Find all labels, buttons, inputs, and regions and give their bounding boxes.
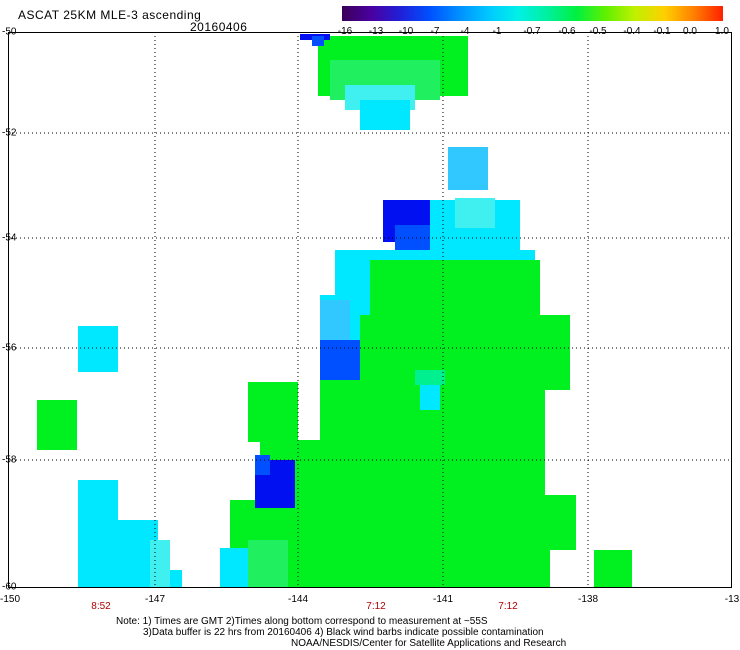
longitude-label: -138 xyxy=(577,594,599,605)
wind-cell xyxy=(37,400,77,450)
wind-cell xyxy=(150,540,170,588)
wind-cells xyxy=(37,34,632,588)
time-label: 7:12 xyxy=(498,601,518,612)
wind-cell xyxy=(255,455,270,475)
colorbar-tick-label: -10 xyxy=(398,26,414,37)
colorbar xyxy=(342,6,723,21)
note-line-1: Note: 1) Times are GMT 2)Times along bot… xyxy=(116,616,488,627)
colorbar-tick-label: -16 xyxy=(337,26,353,37)
wind-cell xyxy=(78,480,118,588)
colorbar-tick-label: 1.0 xyxy=(715,26,729,37)
wind-cell xyxy=(320,300,350,340)
wind-cell xyxy=(455,198,495,228)
swath-map xyxy=(8,32,732,588)
colorbar-tick-label: 0.0 xyxy=(683,26,697,37)
time-label: 7:12 xyxy=(366,601,386,612)
longitude-label: -141 xyxy=(432,594,454,605)
longitude-label: -13 xyxy=(724,594,740,605)
map-title: ASCAT 25KM MLE-3 ascending xyxy=(18,8,202,22)
colorbar-tick-label: -0.7 xyxy=(523,26,541,37)
colorbar-tick-label: -0.1 xyxy=(653,26,671,37)
wind-cell xyxy=(415,370,445,385)
gridlines xyxy=(8,32,732,588)
colorbar-tick-label: -0.4 xyxy=(623,26,641,37)
wind-cell xyxy=(448,147,488,190)
wind-cell xyxy=(248,540,288,588)
wind-cell xyxy=(360,315,570,390)
time-label: 8:52 xyxy=(91,601,111,612)
wind-cell xyxy=(170,570,182,588)
latitude-label: -54 xyxy=(2,232,17,244)
latitude-label: -56 xyxy=(2,342,17,354)
wind-cell xyxy=(78,326,118,372)
map-date: 20160406 xyxy=(190,20,248,34)
plot-frame xyxy=(8,32,732,588)
wind-cell xyxy=(360,100,410,130)
wind-cell xyxy=(320,340,360,380)
wind-cell xyxy=(312,36,324,46)
wind-cell xyxy=(220,548,250,588)
longitude-label: -147 xyxy=(144,594,166,605)
latitude-label: -60 xyxy=(2,581,17,593)
wind-cell xyxy=(260,440,545,500)
latitude-label: -50 xyxy=(2,26,17,38)
colorbar-tick-label: -4 xyxy=(460,26,470,37)
latitude-label: -52 xyxy=(2,127,17,139)
wind-cell xyxy=(370,260,540,320)
wind-cell xyxy=(420,380,440,410)
colorbar-tick-label: -0.6 xyxy=(558,26,576,37)
colorbar-tick-label: -0.5 xyxy=(589,26,607,37)
note-line-2: 3)Data buffer is 22 hrs from 20160406 4)… xyxy=(143,627,544,638)
wind-cell xyxy=(594,550,632,588)
longitude-label: -150 xyxy=(0,594,21,605)
colorbar-tick-label: -1 xyxy=(492,26,502,37)
colorbar-tick-label: -13 xyxy=(368,26,384,37)
note-line-3: NOAA/NESDIS/Center for Satellite Applica… xyxy=(291,638,567,649)
wind-cell xyxy=(248,382,298,442)
latitude-label: -58 xyxy=(2,454,17,466)
wind-cell xyxy=(280,540,550,588)
longitude-label: -144 xyxy=(287,594,309,605)
colorbar-tick-label: -7 xyxy=(430,26,440,37)
